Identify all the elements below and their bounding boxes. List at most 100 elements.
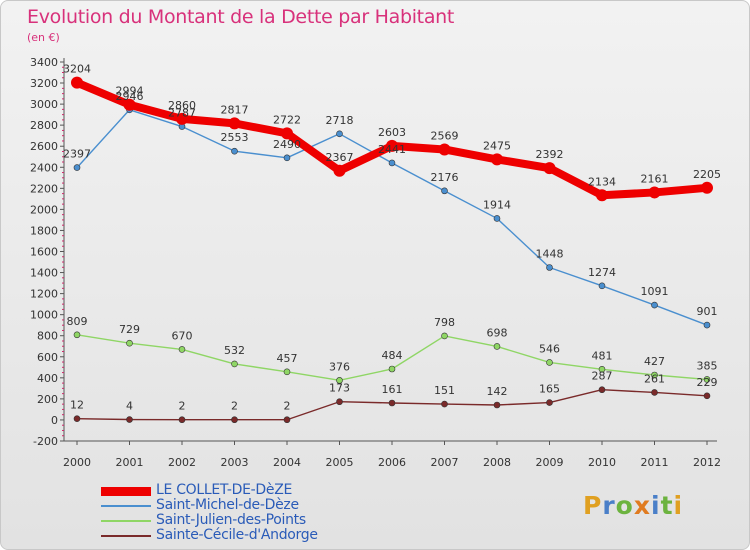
data-point <box>598 282 606 290</box>
data-label: 385 <box>697 359 718 372</box>
y-tick-label: 200 <box>37 393 58 406</box>
data-point <box>493 343 501 350</box>
legend-label: LE COLLET-DE-DèZE <box>156 482 293 498</box>
logo-letter: i <box>673 491 684 520</box>
data-label: 3204 <box>63 63 91 76</box>
data-point <box>546 264 553 271</box>
data-point <box>333 164 346 177</box>
data-label: 165 <box>539 383 560 396</box>
y-tick-label: 1000 <box>30 309 58 322</box>
data-point <box>73 164 81 171</box>
data-label: 2722 <box>273 113 301 126</box>
data-point <box>336 377 343 384</box>
data-point <box>493 401 501 409</box>
data-label: 2475 <box>483 139 511 152</box>
chart-subtitle: (en €) <box>27 31 60 44</box>
data-point <box>178 416 186 424</box>
data-label: 2553 <box>221 131 249 144</box>
data-label: 670 <box>172 329 193 342</box>
y-tick-label: 600 <box>37 351 58 364</box>
data-label: 2392 <box>536 148 564 161</box>
data-label: 2569 <box>431 129 459 142</box>
logo-letter: o <box>615 491 634 520</box>
data-label: 457 <box>277 352 298 365</box>
data-label: 2718 <box>326 114 354 127</box>
data-label: 427 <box>644 355 665 368</box>
x-tick-label: 2001 <box>116 456 144 469</box>
data-point <box>651 301 658 309</box>
logo-letter: i <box>651 491 661 520</box>
logo-letter: P <box>583 491 603 520</box>
data-label: 2441 <box>378 143 406 156</box>
data-point <box>178 346 186 353</box>
data-label: 142 <box>487 385 508 398</box>
data-point <box>228 117 241 130</box>
legend-swatch <box>101 535 151 537</box>
y-tick-label: 2800 <box>30 119 58 132</box>
data-label: 1091 <box>641 285 669 298</box>
y-tick-label: 0 <box>51 414 58 427</box>
data-point <box>598 386 606 394</box>
axes: -200 0 200 400 600 800 1000 1200 1400 1600 1800 200… <box>30 56 721 469</box>
data-label: 2134 <box>588 175 616 188</box>
series-layer <box>71 76 713 424</box>
x-tick-label: 2007 <box>431 456 459 469</box>
legend-item: Saint-Julien-des-Points <box>101 512 401 529</box>
y-tick-label: 2400 <box>30 161 58 174</box>
data-point <box>281 127 293 140</box>
data-point <box>73 415 81 422</box>
data-label: 729 <box>119 323 140 336</box>
data-point <box>543 162 556 175</box>
y-tick-label: 2200 <box>30 182 58 195</box>
x-tick-label: 2008 <box>483 456 511 469</box>
data-label: 1274 <box>588 266 616 279</box>
data-label: 4 <box>126 400 133 413</box>
y-tick-label: 1400 <box>30 267 58 280</box>
y-tick-label: 3200 <box>30 77 58 90</box>
data-point <box>388 365 396 373</box>
y-tick-label: 800 <box>37 330 58 343</box>
data-label: 546 <box>539 342 560 355</box>
legend-item: Sainte-Cécile-d'Andorge <box>101 527 401 544</box>
data-point <box>123 98 136 111</box>
data-label: 2205 <box>693 168 721 181</box>
data-point <box>73 331 81 339</box>
chart-title: Evolution du Montant de la Dette par Hab… <box>27 6 455 28</box>
data-label: 2 <box>284 400 291 413</box>
data-point <box>386 139 398 152</box>
data-point <box>438 143 451 156</box>
data-label: 261 <box>644 372 665 385</box>
data-point <box>176 112 188 125</box>
data-label: 2490 <box>273 138 301 151</box>
data-label: 2176 <box>431 171 459 184</box>
data-label: 2994 <box>116 85 144 98</box>
data-label: 161 <box>382 383 403 396</box>
data-point <box>231 416 238 424</box>
legend-label: Sainte-Cécile-d'Andorge <box>156 527 318 543</box>
x-tick-label: 2003 <box>221 456 249 469</box>
data-label: 173 <box>329 382 350 395</box>
data-point <box>441 187 448 195</box>
data-point <box>388 399 396 407</box>
y-tick-label: 2000 <box>30 203 58 216</box>
data-point <box>441 400 448 408</box>
data-point <box>491 153 503 166</box>
data-point <box>701 181 713 194</box>
data-point <box>651 371 658 379</box>
data-point <box>648 186 661 199</box>
data-label: 12 <box>70 399 84 412</box>
data-label: 484 <box>382 349 403 362</box>
data-label: 481 <box>592 349 613 362</box>
x-tick-label: 2011 <box>641 456 669 469</box>
data-label: 2860 <box>168 99 196 112</box>
data-point <box>231 360 238 368</box>
data-label: 2 <box>231 400 238 413</box>
data-label: 376 <box>329 360 350 373</box>
legend-swatch <box>101 520 151 522</box>
data-label: 2 <box>179 400 186 413</box>
data-label: 2603 <box>378 126 406 139</box>
legend: LE COLLET-DE-DèZE Saint-Michel-de-Dèze Sai… <box>101 482 401 544</box>
data-label: 798 <box>434 316 455 329</box>
data-label: 698 <box>487 326 508 339</box>
